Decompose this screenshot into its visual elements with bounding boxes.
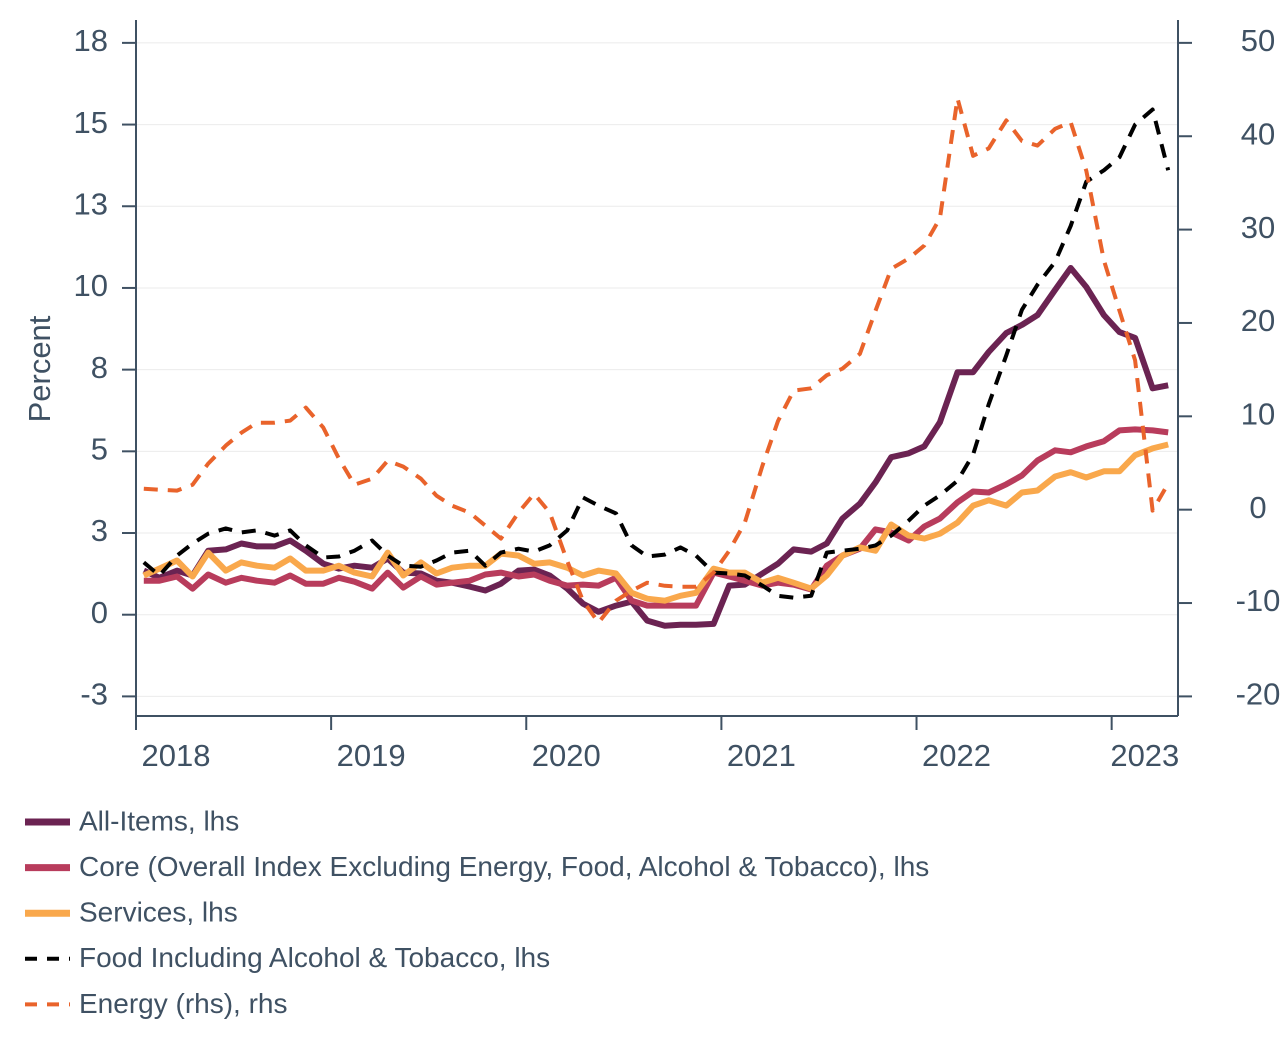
x-tick-label: 2019 (337, 738, 406, 773)
x-tick-label: 2022 (922, 738, 991, 773)
x-tick-label: 2020 (532, 738, 601, 773)
y-tick-label: 5 (91, 432, 108, 467)
y-tick-label: 3 (91, 513, 108, 548)
y-tick-label: 8 (91, 350, 108, 385)
y2-tick-label: -20 (1236, 677, 1280, 712)
y2-tick-label: 40 (1241, 116, 1275, 151)
y2-tick-label: 30 (1241, 210, 1275, 245)
y-tick-label: 15 (74, 105, 108, 140)
y2-tick-label: 10 (1241, 397, 1275, 432)
y2-tick-label: -10 (1236, 583, 1280, 618)
x-tick-label: 2021 (727, 738, 796, 773)
y-tick-label: 18 (74, 23, 108, 58)
legend-label: Food Including Alcohol & Tobacco, lhs (79, 942, 550, 973)
y-tick-label: -3 (80, 677, 108, 712)
y-axis-label: Percent (22, 315, 57, 422)
y2-tick-label: 0 (1249, 490, 1266, 525)
y-tick-label: 0 (91, 595, 108, 630)
legend-label: Core (Overall Index Excluding Energy, Fo… (79, 851, 929, 882)
legend-label: Energy (rhs), rhs (79, 988, 288, 1019)
y2-tick-label: 50 (1241, 23, 1275, 58)
x-tick-label: 2023 (1110, 738, 1179, 773)
y-tick-label: 13 (74, 186, 108, 221)
series-line (143, 426, 1169, 609)
series-line (142, 441, 1169, 604)
series-line (142, 107, 1171, 600)
y-tick-label: 10 (74, 268, 108, 303)
series-line (142, 265, 1169, 629)
x-tick-label: 2018 (142, 738, 211, 773)
legend-label: Services, lhs (79, 897, 238, 928)
legend-label: All-Items, lhs (79, 805, 239, 836)
y2-tick-label: 20 (1241, 303, 1275, 338)
